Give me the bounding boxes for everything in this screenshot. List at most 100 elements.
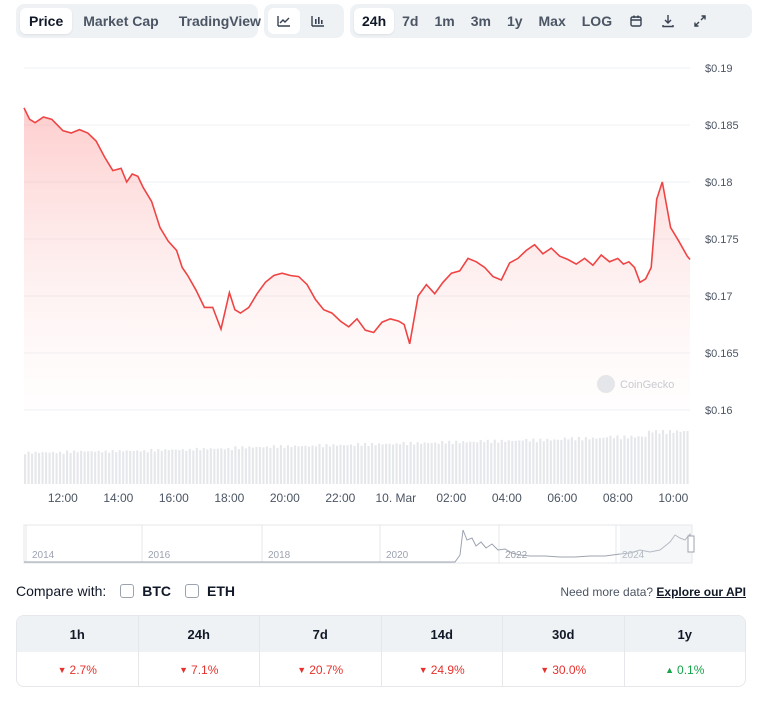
- range-7d[interactable]: 7d: [402, 13, 419, 29]
- volume-bar: [388, 443, 391, 484]
- range-1m[interactable]: 1m: [434, 13, 455, 29]
- volume-bar: [686, 431, 689, 484]
- navigator-history-line: [24, 529, 693, 563]
- volume-bar: [38, 452, 41, 484]
- range-3m[interactable]: 3m: [470, 13, 491, 29]
- volume-bar: [150, 448, 153, 484]
- volume-bar: [178, 450, 181, 484]
- tab-tradingview[interactable]: TradingView: [178, 13, 261, 29]
- price-chart[interactable]: $0.19 $0.185 $0.18 $0.175 $0.17 $0.165 $0.16 C…: [0, 60, 768, 510]
- volume-bar: [66, 450, 69, 484]
- download-icon[interactable]: [652, 8, 684, 34]
- volume-bar: [195, 447, 198, 484]
- volume-bar: [679, 431, 682, 484]
- volume-bar: [339, 444, 342, 484]
- volume-bar: [675, 430, 679, 484]
- volume-bar: [300, 446, 304, 484]
- compare-with: Compare with: BTC ETH: [16, 583, 235, 599]
- volume-bars: [24, 430, 689, 484]
- range-24h[interactable]: 24h: [354, 8, 395, 34]
- volume-bar: [59, 451, 62, 484]
- checkbox-icon[interactable]: [120, 584, 135, 598]
- candlestick-chart-icon[interactable]: [302, 8, 334, 34]
- checkbox-icon[interactable]: [185, 584, 200, 598]
- volume-bar: [279, 445, 282, 484]
- coingecko-logo-icon: [597, 375, 615, 393]
- price-change-value: ▼ 2.7%: [17, 652, 139, 686]
- x-tick-label: 10. Mar: [376, 491, 417, 505]
- explore-api-link[interactable]: Explore our API: [656, 585, 746, 599]
- range-max[interactable]: Max: [538, 13, 566, 29]
- volume-bar: [357, 443, 360, 484]
- price-line: [23, 107, 691, 345]
- volume-bar: [332, 444, 335, 484]
- volume-bar: [462, 441, 465, 484]
- volume-bar: [290, 447, 293, 484]
- tab-price[interactable]: Price: [20, 8, 73, 34]
- volume-bar: [560, 440, 563, 484]
- y-tick-label: $0.175: [705, 234, 739, 246]
- price-change-text: 0.1%: [677, 663, 705, 677]
- y-tick-label: $0.19: [705, 63, 733, 75]
- volume-bar: [62, 453, 65, 484]
- volume-bar: [546, 438, 549, 484]
- log-scale-toggle[interactable]: LOG: [581, 13, 613, 29]
- price-change-value: ▼ 30.0%: [503, 652, 625, 686]
- expand-icon[interactable]: [684, 8, 716, 34]
- x-tick-label: 16:00: [159, 491, 189, 505]
- volume-bar: [619, 439, 622, 484]
- range-1y[interactable]: 1y: [506, 13, 523, 29]
- y-tick-label: $0.17: [705, 291, 733, 303]
- volume-bar: [27, 451, 30, 484]
- x-tick-label: 06:00: [547, 491, 577, 505]
- volume-bar: [577, 437, 580, 484]
- volume-bar: [434, 442, 437, 484]
- volume-bar: [658, 433, 661, 484]
- navigator-handle[interactable]: [687, 535, 695, 553]
- volume-bar: [293, 445, 297, 484]
- price-change-header-row: 1h 24h 7d 14d 30d 1y: [17, 616, 745, 652]
- range-navigator[interactable]: 2014 2016 2018 2020 2022 2024: [0, 520, 768, 570]
- volume-bar: [374, 445, 377, 484]
- volume-bar: [353, 445, 356, 484]
- period-header: 24h: [139, 616, 260, 652]
- price-change-value: ▲ 0.1%: [625, 652, 746, 686]
- compare-eth-checkbox[interactable]: ETH: [185, 583, 235, 599]
- volume-bar: [69, 452, 72, 484]
- volume-bar: [87, 451, 90, 484]
- volume-bar: [251, 447, 254, 484]
- period-header: 7d: [260, 616, 382, 652]
- volume-bar: [490, 442, 493, 484]
- volume-bar: [672, 432, 675, 484]
- line-chart-icon[interactable]: [268, 8, 300, 34]
- x-tick-label: 04:00: [492, 491, 522, 505]
- volume-bar: [556, 439, 559, 484]
- period-header: 30d: [503, 616, 625, 652]
- volume-bar: [626, 438, 630, 484]
- volume-bar: [420, 443, 423, 484]
- volume-bar: [286, 445, 289, 484]
- volume-bar: [598, 438, 601, 484]
- caret-down-icon: ▼: [540, 665, 550, 675]
- calendar-icon[interactable]: [620, 8, 652, 34]
- volume-bar: [486, 439, 489, 484]
- volume-bar: [167, 450, 170, 484]
- volume-bar: [581, 440, 584, 484]
- volume-bar: [41, 452, 44, 484]
- volume-bar: [381, 444, 384, 484]
- navigator-selection[interactable]: [620, 525, 692, 563]
- volume-bar: [101, 452, 104, 484]
- volume-bar: [227, 448, 230, 484]
- compare-btc-checkbox[interactable]: BTC: [120, 583, 171, 599]
- tab-market-cap[interactable]: Market Cap: [83, 13, 159, 29]
- volume-bar: [153, 451, 156, 484]
- price-change-value: ▼ 24.9%: [382, 652, 503, 686]
- volume-bar: [542, 441, 545, 484]
- volume-bar: [633, 437, 637, 484]
- volume-bar: [125, 450, 128, 484]
- volume-bar: [427, 443, 430, 484]
- volume-bar: [651, 432, 654, 484]
- api-promo: Need more data? Explore our API: [560, 585, 746, 599]
- volume-bar: [605, 437, 608, 484]
- volume-bar: [535, 442, 538, 484]
